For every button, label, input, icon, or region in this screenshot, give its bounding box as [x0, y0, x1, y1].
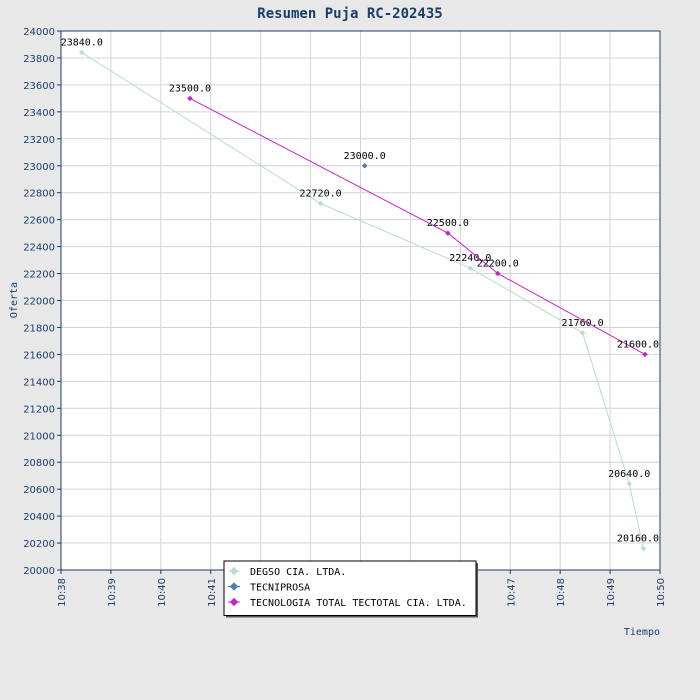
x-tick-label: 10:40: [157, 578, 168, 607]
data-point: [445, 230, 451, 236]
y-tick-label: 23200: [23, 135, 55, 146]
y-tick-label: 21400: [23, 377, 55, 388]
data-point: [640, 545, 647, 552]
x-tick-label: 10:48: [556, 578, 567, 607]
y-axis-title: Oferta: [9, 282, 20, 318]
y-tick-label: 21800: [23, 323, 55, 334]
data-label: 22240.0: [449, 253, 491, 264]
legend-item-label: TECNIPROSA: [250, 583, 310, 594]
plot-area: 20000 20200 20400 20600 20800 21000 21200 21400…: [23, 27, 667, 607]
y-tick-label: 23400: [23, 108, 55, 119]
x-tick-label: 10:41: [207, 578, 218, 607]
legend: DEGSO CIA. LTDA. TECNIPROSA TECNOLOGIA TOT…: [223, 560, 478, 618]
data-label: 23500.0: [169, 83, 211, 94]
data-label: 23840.0: [61, 38, 103, 49]
data-point: [467, 265, 474, 272]
chart-title: Resumen Puja RC-202435: [257, 6, 442, 22]
y-tick-label: 20600: [23, 485, 55, 496]
legend-swatch-marker: [229, 582, 239, 591]
series-line-2: [189, 97, 646, 355]
x-tick-label: 10:50: [656, 578, 667, 607]
data-point: [494, 270, 501, 277]
y-tick-label: 20200: [23, 539, 55, 550]
y-tick-label: 20400: [23, 512, 55, 523]
x-tick-label: 10:47: [506, 578, 517, 607]
y-tick-label: 22600: [23, 216, 55, 227]
y-tick-label: 23000: [23, 162, 55, 173]
data-label: 21600.0: [617, 339, 659, 350]
x-axis-title: Tiempo: [624, 627, 660, 638]
y-tick-label: 23600: [23, 81, 55, 92]
y-tick-label: 21000: [23, 431, 55, 442]
y-tick-label: 21200: [23, 404, 55, 415]
data-label: 22500.0: [427, 218, 469, 229]
y-tick-label: 21600: [23, 350, 55, 361]
legend-item-label: DEGSO CIA. LTDA.: [250, 567, 346, 578]
y-tick-label: 22000: [23, 297, 55, 308]
legend-swatch-marker: [229, 566, 239, 576]
data-label: 20160.0: [617, 533, 659, 544]
y-tick-label: 22400: [23, 243, 55, 254]
x-tick-label: 10:38: [57, 578, 68, 607]
y-tick-label: 24000: [23, 27, 55, 38]
y-tick-label: 22200: [23, 270, 55, 281]
data-point: [642, 351, 648, 358]
x-tick-label: 10:49: [606, 578, 617, 607]
y-tick-label: 20800: [23, 458, 55, 469]
x-tick-label: 10:39: [107, 578, 118, 607]
data-label: 21760.0: [562, 318, 604, 329]
data-point: [187, 95, 193, 102]
data-point: [626, 480, 633, 487]
y-tick-label: 20000: [23, 566, 55, 577]
legend-swatch-marker: [229, 597, 239, 607]
data-label: 22200.0: [477, 259, 519, 270]
y-tick-label: 22800: [23, 189, 55, 200]
data-label: 22720.0: [299, 188, 341, 199]
data-point: [78, 49, 85, 56]
data-label: 23000.0: [344, 151, 386, 162]
y-tick-label: 23800: [23, 54, 55, 65]
data-point: [317, 200, 324, 207]
series-line-0: [81, 52, 644, 549]
legend-item-label: TECNOLOGIA TOTAL TECTOTAL CIA. LTDA.: [250, 598, 467, 609]
data-point: [579, 329, 586, 336]
data-label: 20640.0: [608, 469, 650, 480]
legend-box: [223, 560, 477, 616]
data-point: [361, 162, 368, 169]
